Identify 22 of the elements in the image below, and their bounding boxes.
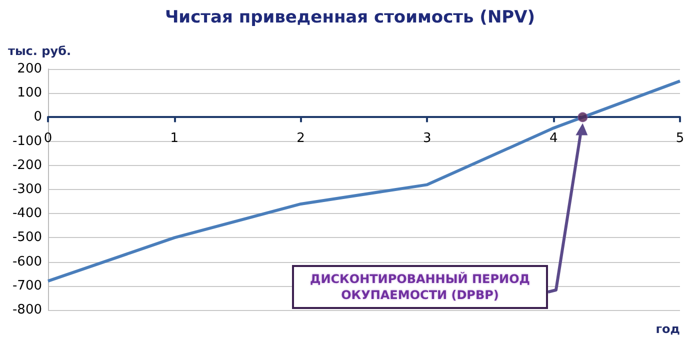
x-tick-label: 2 xyxy=(296,131,305,146)
y-tick-label: -300 xyxy=(12,182,42,197)
x-tick-label: 3 xyxy=(423,131,432,146)
x-tick-label: 1 xyxy=(170,131,179,146)
y-tick-label: -400 xyxy=(12,206,42,222)
y-tick-label: -800 xyxy=(12,302,42,318)
y-tick-label: -500 xyxy=(12,230,42,246)
line-series xyxy=(46,80,682,283)
y-tick-label: -200 xyxy=(12,158,42,173)
y-tick-label: -700 xyxy=(12,278,42,294)
x-tick-label: 5 xyxy=(676,131,684,146)
x-tick-label: 4 xyxy=(549,131,558,146)
annotation: ДИСКОНТИРОВАННЫЙ ПЕРИОД ОКУПАЕМОСТИ (DPBP) xyxy=(292,265,548,309)
y-tick-label: 0 xyxy=(34,110,42,125)
x-axis-title: год xyxy=(656,322,680,336)
x-tick-label: 0 xyxy=(44,131,52,146)
y-tick-label: 100 xyxy=(17,86,42,101)
y-tick-label: -100 xyxy=(12,134,42,149)
chart-title: Чистая приведенная стоимость (NPV) xyxy=(164,8,536,28)
y-axis-title: тыс. руб. xyxy=(8,44,72,58)
y-tick-label: 200 xyxy=(17,62,42,76)
y-tick-label: -600 xyxy=(12,254,42,270)
